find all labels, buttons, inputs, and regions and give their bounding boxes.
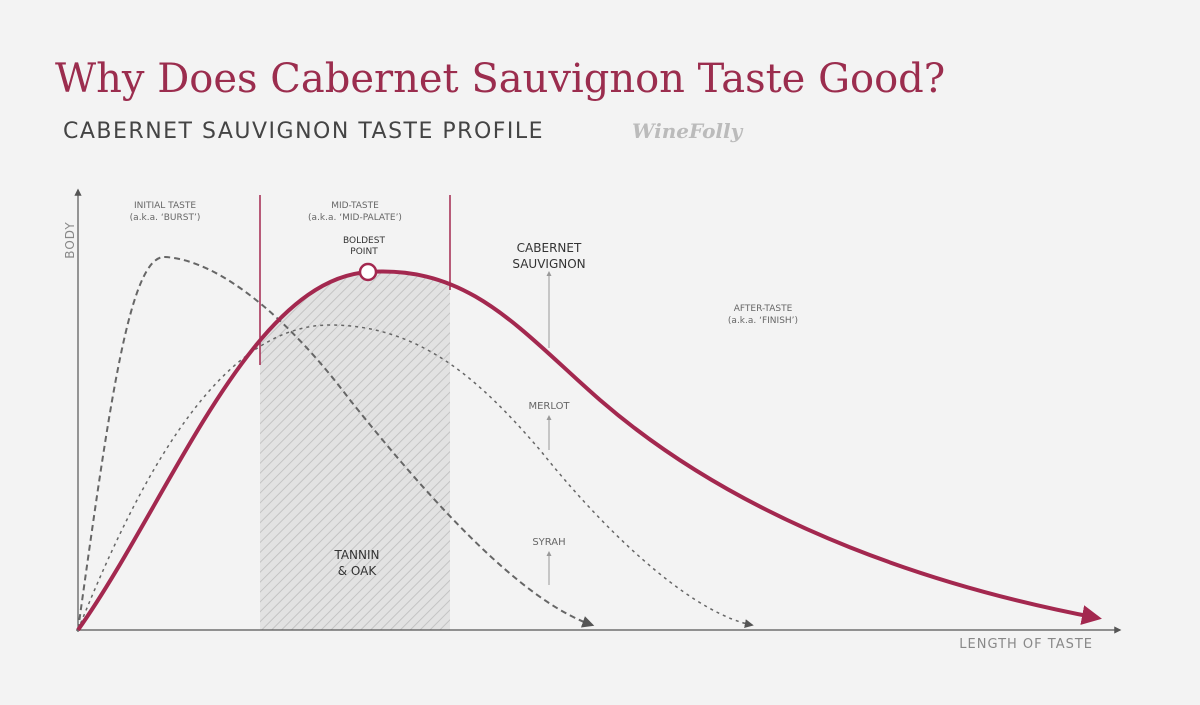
phase-note: (a.k.a. ‘MID-PALATE’) — [308, 213, 402, 223]
curve-label: SYRAH — [532, 537, 565, 548]
x-axis-label: LENGTH OF TASTE — [959, 637, 1093, 652]
curve-label: CABERNET — [517, 241, 582, 255]
boldest-label: BOLDEST — [343, 236, 385, 246]
syrah-curve — [77, 255, 595, 631]
region-label: TANNIN — [333, 548, 379, 562]
curve-label: MERLOT — [528, 401, 570, 412]
y-axis-label: BODY — [63, 221, 77, 258]
title: Why Does Cabernet Sauvignon Taste Good? — [55, 56, 945, 102]
phase-note: (a.k.a. ‘FINISH’) — [728, 316, 798, 326]
boldest-label: POINT — [350, 247, 378, 257]
region-label: & OAK — [338, 564, 378, 578]
brand: WineFolly — [632, 119, 744, 143]
phase-note: (a.k.a. ‘BURST’) — [130, 213, 201, 223]
merlot-curve — [77, 324, 754, 631]
curve-label: SAUVIGNON — [512, 257, 585, 271]
phase-label: MID-TASTE — [331, 201, 379, 211]
phase-label: INITIAL TASTE — [134, 201, 196, 211]
phase-label: AFTER-TASTE — [734, 304, 793, 314]
cabernet-curve — [76, 269, 1102, 632]
subtitle: CABERNET SAUVIGNON TASTE PROFILE — [63, 119, 544, 144]
boldest-point — [358, 262, 378, 282]
